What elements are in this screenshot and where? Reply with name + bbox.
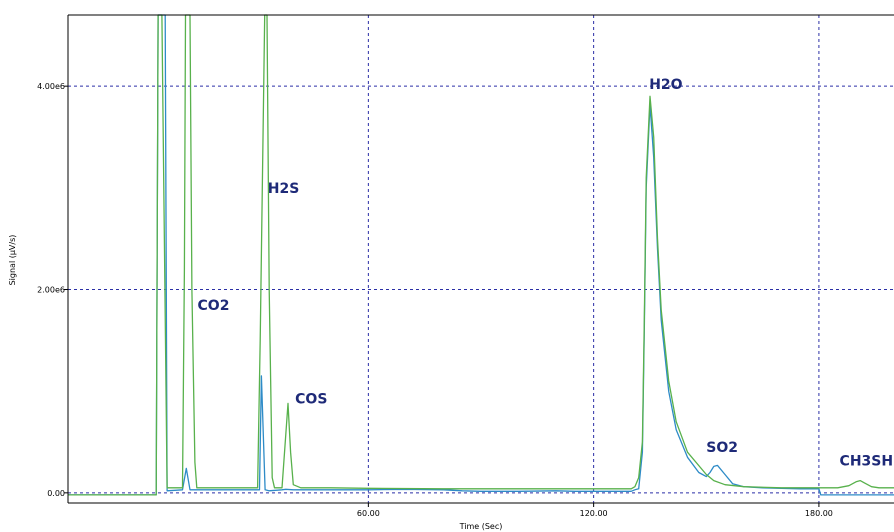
x-axis-title: Time (Sec) [459,522,503,531]
peak-label: CO2 [198,298,230,314]
series-line-1 [68,14,894,496]
y-tick-label: 0.00 [47,489,65,498]
y-tick-label: 2.00e6 [37,286,65,295]
series-line-2 [68,14,894,496]
peak-label: H2S [268,181,300,197]
peak-label: SO2 [706,440,738,456]
peak-labels: CO2 H2S COS H2O SO2 CH3SH [198,77,894,469]
plot-background [68,15,894,503]
y-tick-label: 4.00e6 [37,82,65,91]
peak-label: H2O [649,77,682,93]
y-axis-title: Signal (µV/s) [8,235,17,286]
peak-label: COS [295,391,327,407]
axis-ticks: 60.00 120.00 180.00 0.00 2.00e6 4.00e6 [37,82,833,518]
peak-label: CH3SH [840,453,894,469]
x-tick-label: 60.00 [357,509,380,518]
x-tick-label: 120.00 [580,509,608,518]
series-layer [68,14,894,496]
x-tick-label: 180.00 [805,509,833,518]
